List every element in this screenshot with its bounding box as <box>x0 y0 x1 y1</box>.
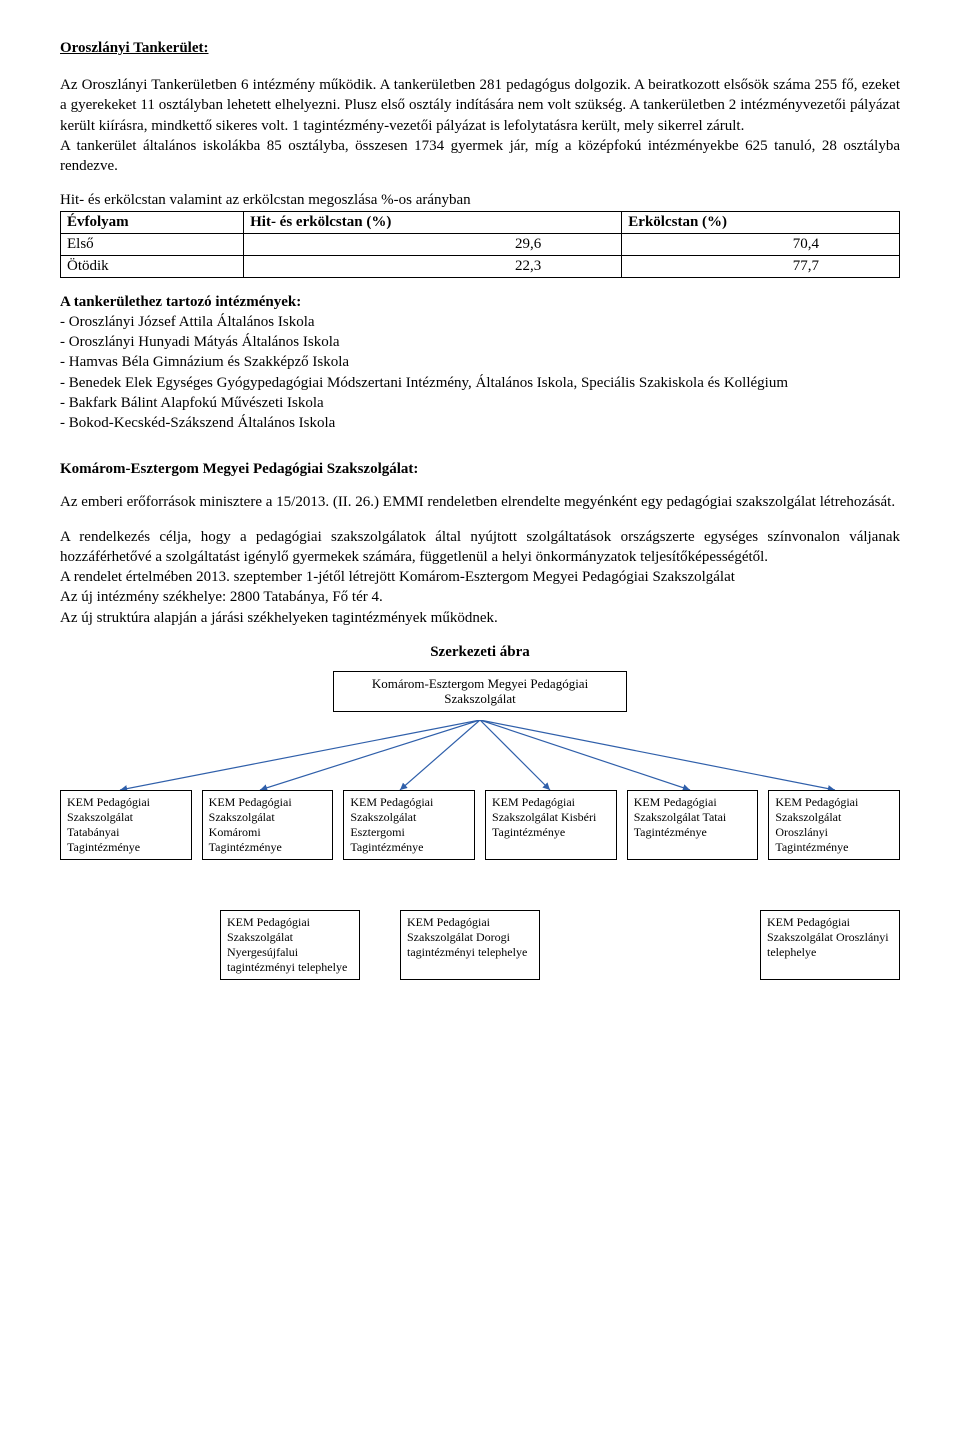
institutions-list: - Oroszlányi József Attila Általános Isk… <box>60 312 900 434</box>
table-cell: 29,6 <box>244 233 622 255</box>
org-connectors <box>60 720 900 790</box>
table-cell: 22,3 <box>244 255 622 277</box>
paragraph: Az új struktúra alapján a járási székhel… <box>60 608 900 628</box>
org-node: KEM Pedagógiai Szakszolgálat Komáromi Ta… <box>202 790 334 860</box>
table-header-row: Évfolyam Hit- és erkölcstan (%) Erkölcst… <box>61 211 900 233</box>
paragraph: A rendelet értelmében 2013. szeptember 1… <box>60 567 900 587</box>
list-item: - Bakfark Bálint Alapfokú Művészeti Isko… <box>60 393 900 413</box>
table-row: Ötödik 22,3 77,7 <box>61 255 900 277</box>
list-item: - Bokod-Kecskéd-Szákszend Általános Isko… <box>60 413 900 433</box>
org-level1-row: KEM Pedagógiai Szakszolgálat Tatabányai … <box>60 790 900 860</box>
table-cell: Ötödik <box>61 255 244 277</box>
section-title-szakszolgalat: Komárom-Esztergom Megyei Pedagógiai Szak… <box>60 461 900 478</box>
org-level2-row: KEM Pedagógiai Szakszolgálat Nyergesújfa… <box>60 910 900 980</box>
org-node: KEM Pedagógiai Szakszolgálat Tatai Tagin… <box>627 790 759 860</box>
table-header: Erkölcstan (%) <box>622 211 900 233</box>
paragraph-text: Az Oroszlányi Tankerületben 6 intézmény … <box>60 77 900 134</box>
org-node: KEM Pedagógiai Szakszolgálat Dorogi tagi… <box>400 910 540 980</box>
table-caption: Hit- és erkölcstan valamint az erkölcsta… <box>60 190 900 210</box>
list-item: - Oroszlányi Hunyadi Mátyás Általános Is… <box>60 332 900 352</box>
table-cell: Első <box>61 233 244 255</box>
institutions-heading: A tankerülethez tartozó intézmények: <box>60 292 900 312</box>
table-cell: 77,7 <box>622 255 900 277</box>
paragraph: Az új intézmény székhelye: 2800 Tatabány… <box>60 587 900 607</box>
org-node: KEM Pedagógiai Szakszolgálat Kisbéri Tag… <box>485 790 617 860</box>
table-header: Évfolyam <box>61 211 244 233</box>
spacer <box>580 910 720 980</box>
list-item: - Benedek Elek Egységes Gyógypedagógiai … <box>60 373 900 393</box>
list-item: - Hamvas Béla Gimnázium és Szakképző Isk… <box>60 352 900 372</box>
table-row: Első 29,6 70,4 <box>61 233 900 255</box>
list-item: - Oroszlányi József Attila Általános Isk… <box>60 312 900 332</box>
org-root-node: Komárom-Esztergom Megyei Pedagógiai Szak… <box>333 671 627 712</box>
table-cell: 70,4 <box>622 233 900 255</box>
org-chart: Komárom-Esztergom Megyei Pedagógiai Szak… <box>60 671 900 980</box>
org-node: KEM Pedagógiai Szakszolgálat Nyergesújfa… <box>220 910 360 980</box>
paragraph: Az emberi erőforrások minisztere a 15/20… <box>60 492 900 512</box>
paragraph-text: A tankerület általános iskolákba 85 oszt… <box>60 138 900 174</box>
org-node: KEM Pedagógiai Szakszolgálat Tatabányai … <box>60 790 192 860</box>
org-node: KEM Pedagógiai Szakszolgálat Oroszlányi … <box>768 790 900 860</box>
section-title-oroszlanyi: Oroszlányi Tankerület: <box>60 40 900 57</box>
spacer <box>60 910 180 980</box>
org-node: KEM Pedagógiai Szakszolgálat Oroszlányi … <box>760 910 900 980</box>
table-header: Hit- és erkölcstan (%) <box>244 211 622 233</box>
org-node: KEM Pedagógiai Szakszolgálat Esztergomi … <box>343 790 475 860</box>
chart-title: Szerkezeti ábra <box>60 644 900 661</box>
paragraph: Az Oroszlányi Tankerületben 6 intézmény … <box>60 75 900 176</box>
distribution-table: Évfolyam Hit- és erkölcstan (%) Erkölcst… <box>60 211 900 278</box>
paragraph: A rendelkezés célja, hogy a pedagógiai s… <box>60 527 900 568</box>
